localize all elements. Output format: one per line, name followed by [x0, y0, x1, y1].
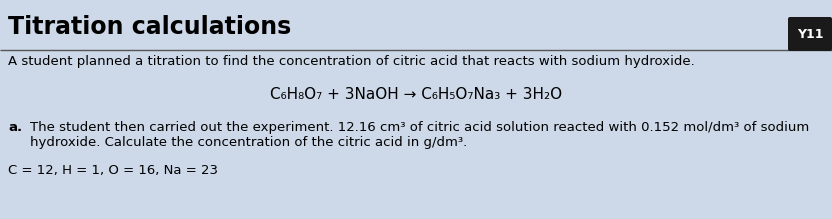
Text: hydroxide. Calculate the concentration of the citric acid in g/dm³.: hydroxide. Calculate the concentration o… — [30, 136, 468, 149]
Text: C = 12, H = 1, O = 16, Na = 23: C = 12, H = 1, O = 16, Na = 23 — [8, 164, 218, 177]
Text: a.: a. — [8, 121, 22, 134]
Text: Y11: Y11 — [797, 28, 823, 41]
Text: Titration calculations: Titration calculations — [8, 15, 291, 39]
Text: C₆H₈O₇ + 3NaOH → C₆H₅O₇Na₃ + 3H₂O: C₆H₈O₇ + 3NaOH → C₆H₅O₇Na₃ + 3H₂O — [270, 87, 562, 102]
Text: The student then carried out the experiment. 12.16 cm³ of citric acid solution r: The student then carried out the experim… — [30, 121, 810, 134]
Text: A student planned a titration to find the concentration of citric acid that reac: A student planned a titration to find th… — [8, 55, 695, 68]
FancyBboxPatch shape — [788, 17, 832, 51]
